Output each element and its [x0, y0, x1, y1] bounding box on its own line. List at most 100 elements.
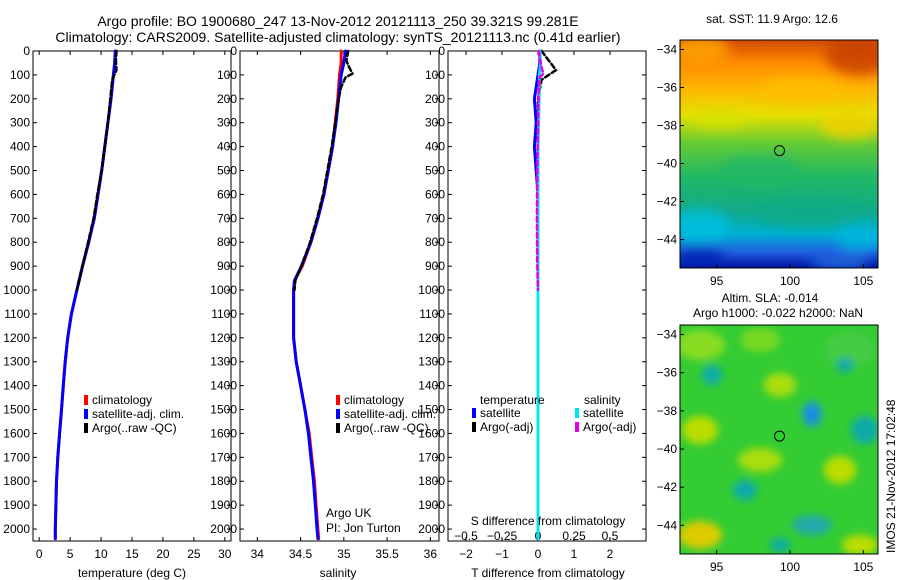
temperature-y-ticks: 0 100 200 300 400 500 600 700 800 900 1000 1100 1200… [3, 44, 231, 536]
difference-panel: 0100200300400500600700800900100011001200… [418, 44, 647, 580]
y-tick-label: 1500 [3, 403, 30, 417]
legend-label-temp-argo: Argo(-adj) [480, 420, 533, 434]
temperature-x-label: temperature (deg C) [78, 566, 186, 580]
sla-map-panel: Altim. SLA: -0.014 Argo h1000: -0.022 h2… [657, 291, 879, 574]
legend-swatch-satellite [84, 409, 88, 419]
sla-map-y-ticks: −34 −36 −38 −40 −42 −44 [657, 328, 684, 532]
sst-map-y-ticks: −34 −36 −38 −40 −42 −44 [657, 43, 684, 247]
x-tick-label: 25 [187, 547, 201, 561]
salinity-annotation-line2: PI: Jon Turton [326, 521, 401, 535]
sla-map-title: Altim. SLA: -0.014 [722, 291, 819, 305]
difference-x-ticks: −2 −1 0 1 2 [459, 51, 614, 561]
y-tick-label: 0 [23, 44, 30, 58]
y-tick-label: 2000 [210, 522, 237, 536]
legend-swatch-sal-satellite [575, 408, 579, 418]
x-tick-label: 2 [607, 547, 614, 561]
x-tick-label: 20 [156, 547, 170, 561]
x-tick-label: 100 [780, 560, 800, 574]
y-tick-label: 600 [217, 187, 237, 201]
y-tick-label: 500 [217, 164, 237, 178]
difference-x-label: T difference from climatology [471, 566, 625, 580]
sst-map-panel: sat. SST: 11.9 Argo: 12.6 95 100 105 −34−3… [657, 12, 879, 288]
x-tick-label: 35.5 [375, 547, 399, 561]
y-tick-label: 400 [425, 140, 445, 154]
y-tick-label: 1000 [418, 283, 445, 297]
y-tick-label: 200 [425, 92, 445, 106]
y-tick-label: 200 [217, 92, 237, 106]
temperature-x-ticks: 0 5 10 15 20 25 30 [36, 51, 232, 561]
y-tick-label: 800 [10, 235, 30, 249]
legend-swatch-argo [84, 423, 88, 433]
y-tick-label: 1000 [210, 283, 237, 297]
x-tick-label: 30 [218, 547, 232, 561]
salinity-panel: 0 100 200 300 400 500 600 700 800 900 1000 1100 1200… [210, 44, 440, 580]
temperature-plot-frame [32, 50, 232, 542]
x-tick-label: 95 [710, 274, 724, 288]
y-tick-label: 2000 [418, 522, 445, 536]
y-tick-label: 1900 [210, 498, 237, 512]
temperature-legend: climatology satellite-adj. clim. Argo(..… [84, 393, 184, 435]
salinity-series [292, 49, 354, 541]
sst-map-argo-marker [774, 145, 785, 157]
y-tick-label: 200 [10, 92, 30, 106]
y-tick-label: 1500 [210, 403, 237, 417]
y-tick-label: −36 [657, 81, 678, 95]
legend-label-sal-argo: Argo(-adj) [583, 420, 636, 434]
y-tick-label: 300 [10, 116, 30, 130]
legend-swatch-sal-argo [575, 422, 579, 432]
sla-map-frame [679, 324, 879, 555]
legend-swatch-climatology [336, 395, 340, 405]
y-tick-label: −44 [657, 518, 678, 532]
y-tick-label: −38 [657, 404, 678, 418]
y-tick-label: 1700 [418, 450, 445, 464]
x-tick-label: 1 [571, 547, 578, 561]
y-tick-label: 1200 [418, 331, 445, 345]
y-tick-label: −44 [657, 233, 678, 247]
salinity-y-ticks: 0 100 200 300 400 500 600 700 800 900 1000 1100 1200… [210, 44, 439, 536]
y-tick-label: −38 [657, 119, 678, 133]
y-tick-label: 800 [217, 235, 237, 249]
temperature-series [53, 49, 118, 541]
x-tick-label-top: 0.5 [602, 529, 619, 543]
y-tick-label: 500 [10, 164, 30, 178]
y-tick-label: 800 [425, 235, 445, 249]
sla-map-texture [680, 328, 878, 554]
y-tick-label: 1900 [418, 498, 445, 512]
y-tick-label: 1000 [3, 283, 30, 297]
sst-map-x-ticks: 95 100 105 [710, 264, 874, 288]
y-tick-label: 400 [10, 140, 30, 154]
x-tick-label: 5 [67, 547, 74, 561]
y-tick-label: 1100 [211, 307, 237, 321]
x-tick-label: 36 [424, 547, 438, 561]
salinity-legend: climatology satellite-adj. clim. Argo(..… [336, 393, 436, 435]
salinity-x-label: salinity [320, 566, 357, 580]
y-tick-label: 1300 [210, 355, 237, 369]
difference-x-label-top: S difference from climatology [471, 514, 626, 528]
y-tick-label: 2000 [3, 522, 30, 536]
y-tick-label: 600 [10, 187, 30, 201]
x-tick-label: 0 [36, 547, 43, 561]
x-tick-label: −1 [495, 547, 509, 561]
imos-timestamp: IMOS 21-Nov-2012 17:02:48 [884, 399, 898, 553]
x-tick-label: 105 [853, 274, 873, 288]
y-tick-label: 1400 [418, 379, 445, 393]
difference-plot-frame [447, 50, 647, 542]
x-tick-label: 34 [251, 547, 265, 561]
legend-swatch-climatology [84, 395, 88, 405]
difference-series [532, 49, 558, 541]
sla-map-subtitle: Argo h1000: -0.022 h2000: NaN [693, 306, 863, 320]
y-tick-label: 700 [425, 211, 445, 225]
y-tick-label: 1600 [3, 426, 30, 440]
sst-map-texture [680, 40, 878, 268]
legend-label-argo: Argo(..raw -QC) [92, 421, 177, 435]
temperature-panel: 0100200300400500600700800900100011001200… [3, 44, 232, 580]
x-tick-label: −2 [459, 547, 473, 561]
difference-y-ticks: 0 100 200 300 400 500 600 700 800 900 1000 1100 1200… [418, 44, 646, 536]
legend-swatch-temp-argo [472, 422, 476, 432]
y-tick-label: 900 [425, 259, 445, 273]
x-tick-label-top: 0.25 [562, 529, 586, 543]
difference-legend: temperature salinity satellite Argo(-adj… [472, 393, 636, 434]
y-tick-label: 1700 [210, 450, 237, 464]
y-tick-label: −34 [657, 328, 678, 342]
y-tick-label: 700 [10, 211, 30, 225]
